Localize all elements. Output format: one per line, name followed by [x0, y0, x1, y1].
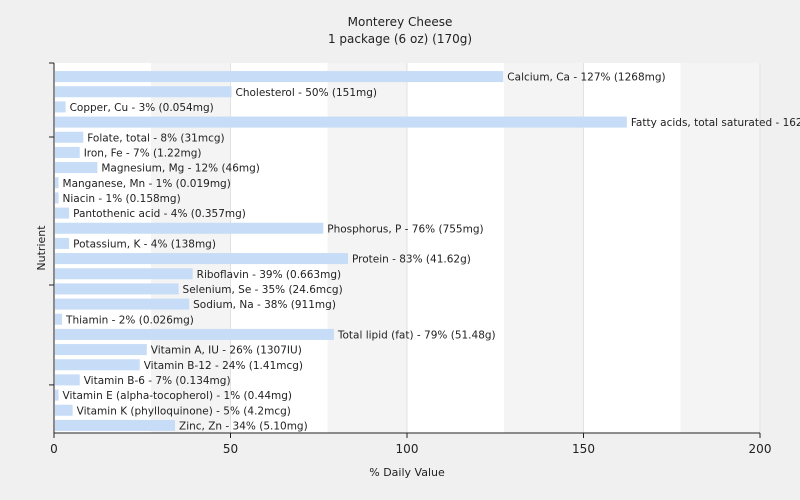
x-tick-label: 50: [223, 442, 238, 456]
bar-label: Vitamin B-6 - 7% (0.134mg): [84, 375, 231, 387]
bar: [55, 328, 334, 340]
chart-title: Monterey Cheese: [347, 15, 453, 29]
bar: [55, 344, 147, 356]
bar-label: Riboflavin - 39% (0.663mg): [197, 269, 341, 281]
bar: [55, 374, 80, 386]
bar: [55, 192, 59, 204]
bar: [55, 237, 70, 249]
bar: [55, 131, 84, 143]
y-axis-title: Nutrient: [35, 225, 48, 271]
bar-label: Zinc, Zn - 34% (5.10mg): [179, 420, 308, 432]
bar: [55, 298, 190, 310]
bar-label: Copper, Cu - 3% (0.054mg): [70, 102, 214, 114]
bar: [55, 389, 59, 401]
bar-label: Protein - 83% (41.62g): [352, 254, 471, 266]
bar: [55, 86, 232, 98]
bar-label: Vitamin B-12 - 24% (1.41mcg): [144, 360, 303, 372]
bar-label: Selenium, Se - 35% (24.6mcg): [183, 284, 343, 296]
bar: [55, 162, 98, 174]
bar-label: Total lipid (fat) - 79% (51.48g): [337, 329, 496, 341]
plot-band: [680, 63, 760, 433]
bar: [55, 404, 73, 416]
bar-label: Thiamin - 2% (0.026mg): [65, 314, 194, 326]
bar-label: Iron, Fe - 7% (1.22mg): [84, 147, 202, 159]
bar-label: Sodium, Na - 38% (911mg): [193, 299, 336, 311]
bar-label: Pantothenic acid - 4% (0.357mg): [73, 208, 246, 220]
bar: [55, 101, 66, 113]
bar-label: Calcium, Ca - 127% (1268mg): [507, 72, 665, 84]
bar: [55, 177, 59, 189]
x-axis-title: % Daily Value: [369, 466, 445, 479]
bar: [55, 207, 70, 219]
bar: [55, 71, 504, 83]
bar-label: Vitamin E (alpha-tocopherol) - 1% (0.44m…: [63, 390, 293, 402]
bar: [55, 222, 324, 234]
bar-label: Folate, total - 8% (31mcg): [87, 132, 224, 144]
bar-label: Vitamin K (phylloquinone) - 5% (4.2mcg): [77, 405, 291, 417]
x-tick-label: 100: [396, 442, 419, 456]
bar: [55, 268, 193, 280]
bar-label: Cholesterol - 50% (151mg): [236, 87, 378, 99]
bar-label: Fatty acids, total saturated - 162% (32.…: [631, 117, 800, 129]
x-tick-label: 150: [572, 442, 595, 456]
bar-label: Potassium, K - 4% (138mg): [73, 238, 216, 250]
bar-label: Magnesium, Mg - 12% (46mg): [101, 163, 260, 175]
bar: [55, 313, 63, 325]
chart-subtitle: 1 package (6 oz) (170g): [327, 32, 473, 46]
bar-label: Manganese, Mn - 1% (0.019mg): [63, 178, 231, 190]
bar: [55, 253, 348, 265]
bar: [55, 359, 140, 371]
x-tick-label: 0: [50, 442, 58, 456]
bar-label: Vitamin A, IU - 26% (1307IU): [151, 345, 302, 357]
bar: [55, 283, 179, 295]
bar: [55, 419, 176, 431]
bar-label: Phosphorus, P - 76% (755mg): [327, 223, 483, 235]
bar: [55, 116, 627, 128]
bar: [55, 146, 80, 158]
x-tick-label: 200: [749, 442, 772, 456]
bar-label: Niacin - 1% (0.158mg): [63, 193, 181, 205]
